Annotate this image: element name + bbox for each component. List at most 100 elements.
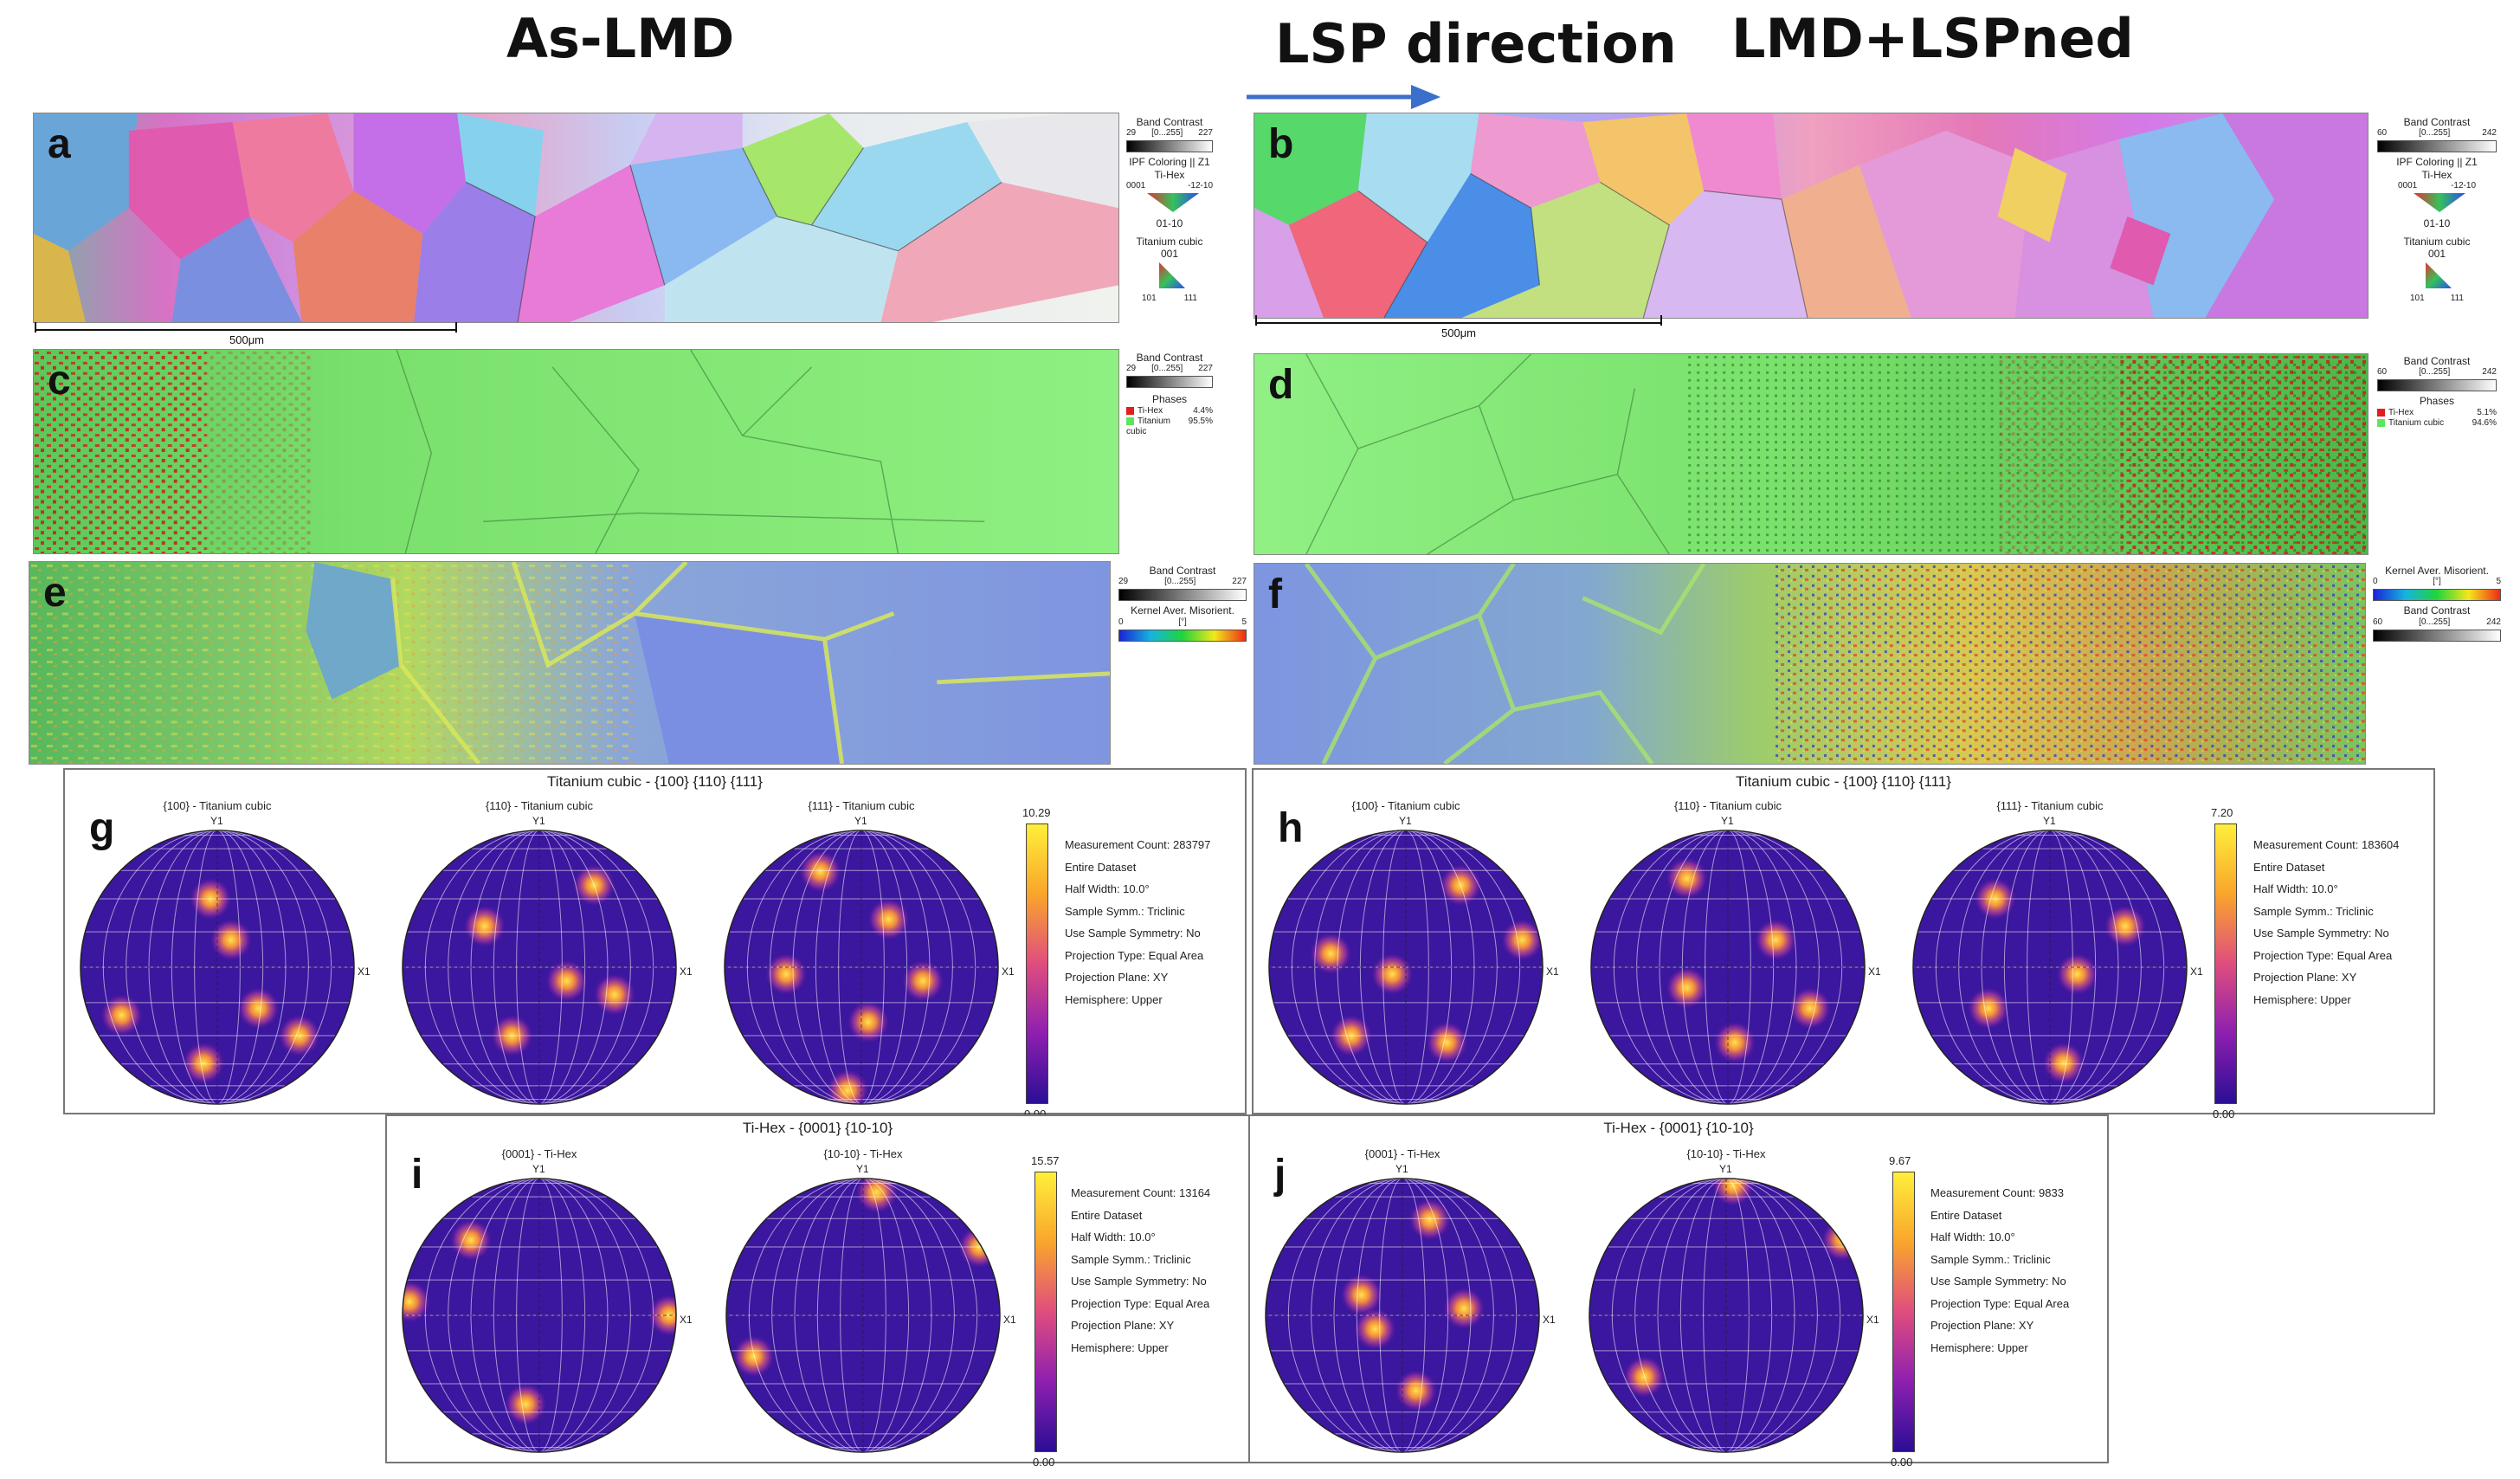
legend-e: Band Contrast 29 [0...255] 227 Kernel Aver… — [1113, 565, 1252, 656]
bc-min: 29 — [1126, 128, 1137, 139]
pole-figure-plot — [724, 830, 999, 1105]
intensity-spot — [1621, 1354, 1666, 1399]
info-line: Sample Symm.: Triclinic — [1071, 1252, 1191, 1266]
kam-min: 0 — [1118, 617, 1124, 627]
axis-x-label: X1 — [2190, 966, 2203, 978]
pole-colorbar — [1026, 823, 1048, 1104]
header-lsp-direction: LSP direction — [1275, 12, 1677, 75]
hex-right: -12-10 — [1188, 181, 1213, 191]
panel-letter: j — [1274, 1152, 1286, 1198]
intensity-spot — [2041, 1041, 2086, 1085]
ipf-label: IPF Coloring || Z1 — [2396, 156, 2478, 169]
cubic-right: 111 — [2450, 293, 2464, 303]
ipf-hex-key — [1147, 193, 1199, 213]
legend-c: Band Contrast 29 [0...255] 227 Phases Ti-H… — [1121, 352, 1218, 481]
hex-name: Ti-Hex — [2388, 407, 2414, 417]
axis-y-label: Y1 — [532, 1163, 545, 1175]
pole-colorbar — [1892, 1172, 1915, 1452]
panel-letter: a — [48, 121, 71, 167]
pole-figure-info: Measurement Count: 283797 Entire Dataset H… — [1065, 834, 1210, 1011]
axis-x-label: X1 — [680, 1314, 693, 1326]
kam-unit: [°] — [2433, 577, 2441, 587]
axis-x-label: X1 — [1543, 1314, 1556, 1326]
cubic-top: 001 — [2427, 248, 2446, 261]
intensity-spot — [2055, 952, 2099, 997]
pole-figure-title: Ti-Hex - {0001} {10-10} — [742, 1120, 893, 1136]
bc-min: 29 — [1118, 577, 1129, 587]
bc-max: 242 — [2482, 128, 2497, 139]
panel-letter: i — [411, 1152, 423, 1198]
intensity-spot — [2103, 904, 2148, 948]
hex-right: -12-10 — [2451, 181, 2476, 191]
intensity-spot — [846, 999, 891, 1044]
info-line: Hemisphere: Upper — [1071, 1340, 1169, 1354]
intensity-spot — [503, 1382, 548, 1426]
ipf-hex-key — [2414, 193, 2465, 213]
legend-title: Band Contrast — [1136, 116, 1203, 128]
axis-x-label: X1 — [1002, 966, 1015, 978]
bc-max: 242 — [2486, 617, 2501, 627]
phase-pattern-d — [1254, 354, 2368, 554]
kam-pattern-f — [1254, 564, 2365, 764]
cubic-right: 111 — [1183, 293, 1197, 303]
intensity-spot — [867, 897, 911, 941]
intensity-spot — [181, 1041, 226, 1085]
axis-x-label: X1 — [1868, 966, 1881, 978]
colorbar-min: 0.00 — [2213, 1108, 2235, 1121]
phase-map-c: c — [33, 349, 1119, 554]
axis-y-label: Y1 — [1719, 1163, 1732, 1175]
intensity-spot — [1408, 1198, 1452, 1242]
pole-plot-title: {100} - Titanium cubic — [1351, 799, 1460, 812]
legend-b: Band Contrast 60 [0...255] 242 IPF Colorin… — [2372, 116, 2502, 317]
hex-name: Ti-Hex — [2421, 168, 2452, 181]
bc-range: [0...255] — [2419, 128, 2451, 139]
pole-figure-h: Titanium cubic - {100} {110} {111} h {100}… — [1252, 768, 2435, 1121]
info-line: Entire Dataset — [1930, 1208, 2002, 1222]
header-as-lmd: As-LMD — [506, 7, 735, 70]
header-lmd-lspned: LMD+LSPned — [1731, 7, 2134, 70]
kam-max: 5 — [1241, 617, 1247, 627]
axis-y-label: Y1 — [210, 815, 223, 827]
info-line: Projection Plane: XY — [2253, 971, 2357, 984]
bc-range: [0...255] — [1151, 128, 1183, 139]
legend-title: Band Contrast — [2403, 355, 2471, 367]
ipf-grains-a — [34, 113, 1118, 322]
colorbar-min: 0.00 — [1033, 1456, 1055, 1469]
bc-min: 60 — [2377, 367, 2388, 378]
bc-colorbar — [1126, 140, 1213, 153]
pole-figure-plot — [725, 1178, 1001, 1453]
colorbar-max: 7.20 — [2211, 806, 2233, 819]
bc-max: 227 — [1232, 577, 1247, 587]
pole-plot-title: {10-10} - Ti-Hex — [823, 1147, 903, 1160]
axis-x-label: X1 — [680, 966, 693, 978]
info-line: Entire Dataset — [1071, 1208, 1143, 1222]
intensity-spot — [1500, 918, 1543, 962]
panel-letter: b — [1268, 121, 1294, 167]
bc-colorbar — [2377, 140, 2497, 153]
kam-colorbar — [2373, 589, 2501, 602]
pole-figure-title: Ti-Hex - {0001} {10-10} — [1603, 1120, 1754, 1136]
info-line: Projection Type: Equal Area — [1071, 1296, 1210, 1310]
ipf-label: IPF Coloring || Z1 — [1129, 156, 1210, 169]
info-line: Use Sample Symmetry: No — [2253, 927, 2389, 940]
cubic-pct: 94.6% — [2472, 417, 2497, 428]
legend-d: Band Contrast 60 [0...255] 242 Phases Ti-H… — [2372, 355, 2502, 446]
hex-top: 0001 — [2398, 181, 2418, 191]
bc-max: 242 — [2482, 367, 2497, 378]
intensity-spot — [1370, 952, 1415, 997]
info-line: Entire Dataset — [2253, 860, 2325, 874]
hex-bottom: 01-10 — [2423, 217, 2451, 230]
legend-a: Band Contrast 29 [0...255] 227 IPF Colorin… — [1121, 116, 1218, 322]
intensity-spot — [1394, 1368, 1439, 1413]
ipf-map-a: a — [33, 113, 1119, 323]
panel-letter: h — [1278, 805, 1304, 851]
intensity-spot — [1441, 1286, 1486, 1331]
cubic-name: Titanium cubic — [1136, 235, 1203, 248]
hex-pct: 4.4% — [1193, 405, 1213, 416]
panel-letter: d — [1268, 362, 1294, 408]
info-line: Projection Type: Equal Area — [1065, 948, 1204, 962]
ti-cubic-swatch — [2377, 418, 2385, 427]
info-line: Half Width: 10.0° — [1065, 882, 1150, 895]
bc-max: 227 — [1198, 128, 1213, 139]
bc-max: 227 — [1198, 364, 1213, 374]
